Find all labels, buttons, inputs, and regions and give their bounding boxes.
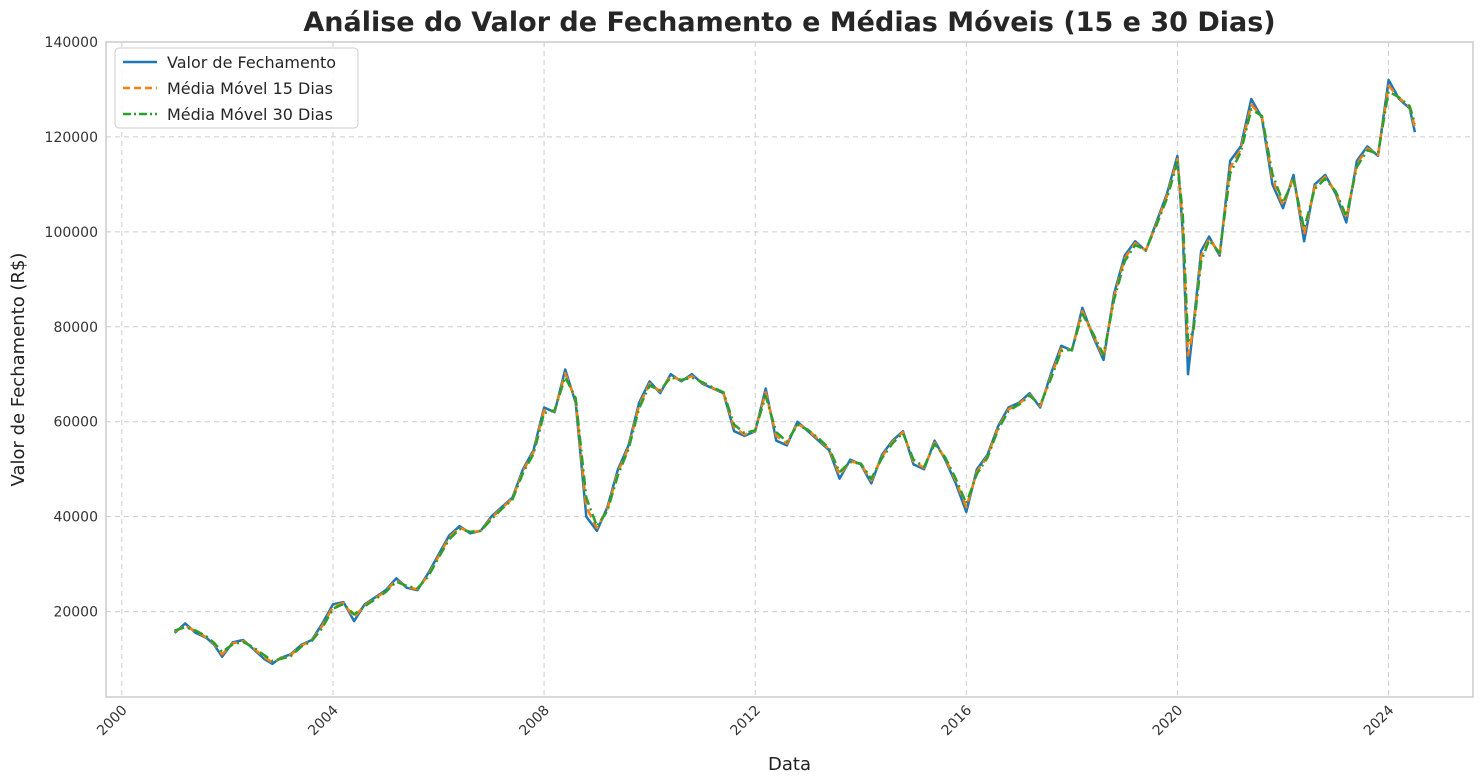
series-layer (173, 78, 1417, 666)
x-axis-ticks: 2000 2004 2008 2012 2016 2020 2024 (94, 702, 1397, 739)
x-tick-label: 2000 (94, 703, 131, 740)
moving-average-30-line (174, 90, 1417, 663)
y-tick-label: 140000 (45, 35, 98, 51)
y-tick-label: 20000 (53, 605, 98, 621)
legend-label-ma30: Média Móvel 30 Dias (167, 105, 333, 124)
y-tick-label: 60000 (53, 415, 98, 431)
x-tick-label: 2024 (1361, 702, 1398, 739)
grid-lines (106, 41, 1473, 697)
y-tick-label: 40000 (53, 510, 98, 526)
legend-label-close: Valor de Fechamento (167, 53, 336, 72)
y-tick-label: 80000 (53, 320, 98, 336)
y-axis-ticks: 20000 40000 60000 80000 100000 120000 140000 (45, 35, 98, 621)
y-tick-label: 120000 (45, 130, 98, 146)
x-tick-label: 2020 (1150, 703, 1187, 740)
legend-label-ma15: Média Móvel 15 Dias (167, 79, 333, 98)
y-tick-label: 100000 (45, 225, 98, 241)
legend: Valor de Fechamento Média Móvel 15 Dias … (114, 47, 359, 129)
y-axis-title: Valor de Fechamento (R$) (8, 253, 29, 487)
x-tick-label: 2012 (728, 703, 765, 740)
x-tick-label: 2004 (305, 702, 342, 739)
x-tick-label: 2008 (516, 703, 553, 740)
legend-box (114, 47, 359, 129)
plot-area (105, 41, 1474, 698)
chart-title: Análise do Valor de Fechamento e Médias … (303, 7, 1275, 38)
x-tick-label: 2016 (939, 702, 976, 739)
x-axis-title: Data (768, 754, 811, 775)
